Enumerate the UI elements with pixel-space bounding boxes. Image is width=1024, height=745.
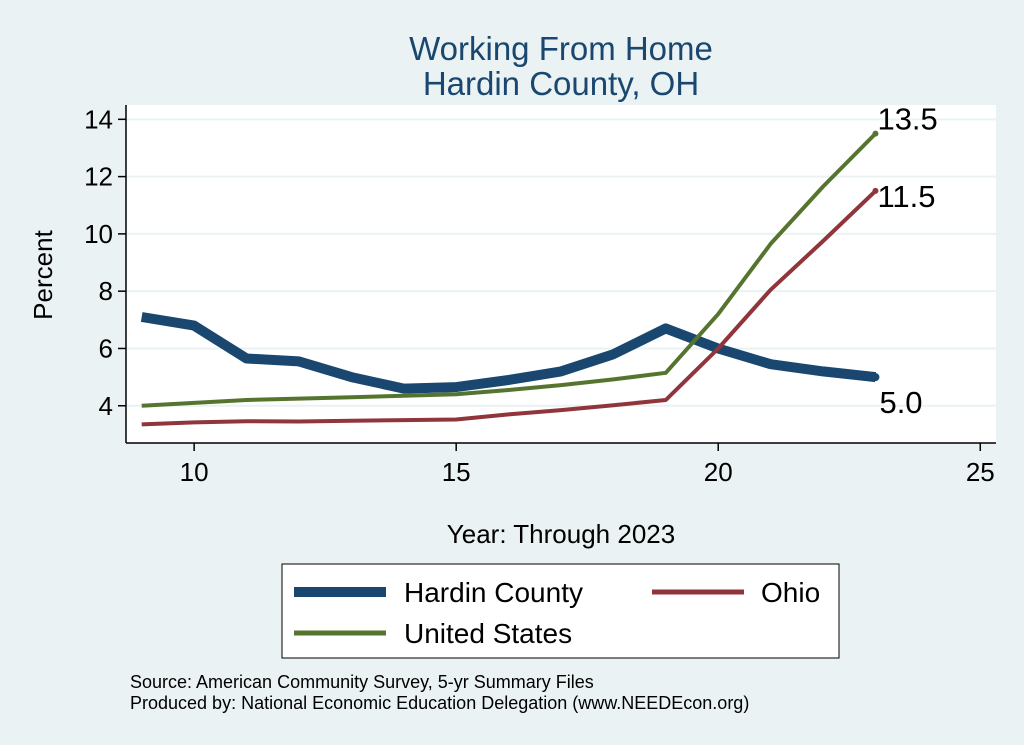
chart-title-line-1: Working From Home [409,30,713,67]
y-tick-label-14: 14 [84,104,113,134]
series-endpoint-hardin-county [871,373,880,382]
legend-label-ohio: Ohio [761,577,820,608]
x-tick-label-25: 25 [966,457,995,487]
end-label-hardin-county: 5.0 [879,385,922,420]
plot-area [126,105,996,443]
x-tick-label-20: 20 [704,457,733,487]
y-tick-label-6: 6 [99,333,113,363]
y-tick-label-10: 10 [84,219,113,249]
legend-box [281,563,840,659]
legend-label-united-states: United States [404,618,572,649]
series-endpoint-ohio [872,187,879,194]
x-tick-label-10: 10 [180,457,209,487]
end-label-ohio: 11.5 [877,179,935,214]
series-lines [140,130,880,427]
source-note: Source: American Community Survey, 5-yr … [130,672,594,692]
x-tick-label-15: 15 [442,457,471,487]
chart-title-line-2: Hardin County, OH [423,65,699,102]
series-line-hardin-county [140,312,877,394]
series-line-ohio [141,189,877,427]
x-axis-title: Year: Through 2023 [447,519,675,549]
end-label-united-states: 13.5 [877,102,937,137]
legend-label-hardin-county: Hardin County [404,577,583,608]
legend: Hardin County Ohio United States [281,563,840,659]
producer-note: Produced by: National Economic Education… [130,693,749,713]
y-tick-label-8: 8 [99,276,113,306]
y-axis-title: Percent [28,229,58,319]
y-tick-label-12: 12 [84,162,113,192]
axes: 4 6 8 10 12 14 10 15 20 25 [84,104,996,487]
y-tick-label-4: 4 [99,391,113,421]
end-labels: 5.0 11.5 13.5 [877,102,937,420]
gridlines [126,118,996,407]
series-line-united-states [141,132,877,408]
series-endpoint-united-states [872,130,879,137]
